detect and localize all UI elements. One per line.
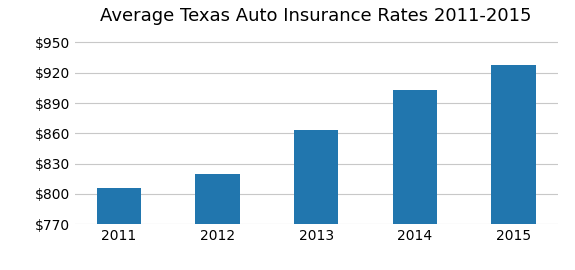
Bar xyxy=(492,65,536,270)
Bar xyxy=(294,130,339,270)
Title: Average Texas Auto Insurance Rates 2011-2015: Average Texas Auto Insurance Rates 2011-… xyxy=(101,7,532,25)
Bar xyxy=(393,90,437,270)
Bar xyxy=(196,174,240,270)
Bar xyxy=(97,188,141,270)
